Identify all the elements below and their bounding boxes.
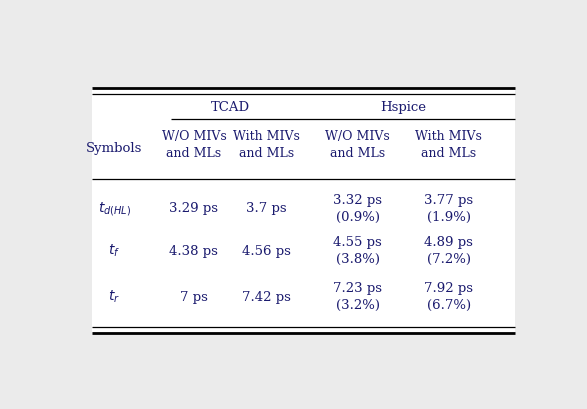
Text: Symbols: Symbols: [86, 142, 143, 155]
Text: 7.23 ps
(3.2%): 7.23 ps (3.2%): [333, 281, 382, 311]
Text: 3.29 ps: 3.29 ps: [170, 202, 218, 215]
Text: W/O MIVs
and MLs: W/O MIVs and MLs: [161, 130, 227, 160]
Text: $t_f$: $t_f$: [108, 243, 120, 259]
Text: W/O MIVs
and MLs: W/O MIVs and MLs: [325, 130, 390, 160]
Text: 7.42 ps: 7.42 ps: [242, 290, 291, 303]
Text: 4.56 ps: 4.56 ps: [242, 244, 291, 257]
Bar: [92, 88, 515, 333]
Text: 7 ps: 7 ps: [180, 290, 208, 303]
Text: 4.38 ps: 4.38 ps: [170, 244, 218, 257]
Text: TCAD: TCAD: [211, 101, 250, 114]
Text: 3.7 ps: 3.7 ps: [247, 202, 287, 215]
Text: 4.89 ps
(7.2%): 4.89 ps (7.2%): [424, 236, 473, 265]
Text: Hspice: Hspice: [380, 101, 426, 114]
Text: With MIVs
and MLs: With MIVs and MLs: [415, 130, 482, 160]
Text: $t_r$: $t_r$: [109, 288, 120, 304]
Text: 3.32 ps
(0.9%): 3.32 ps (0.9%): [333, 193, 382, 223]
Text: $t_{d(HL)}$: $t_{d(HL)}$: [98, 199, 131, 217]
Text: 4.55 ps
(3.8%): 4.55 ps (3.8%): [333, 236, 382, 265]
Text: With MIVs
and MLs: With MIVs and MLs: [233, 130, 300, 160]
Text: 7.92 ps
(6.7%): 7.92 ps (6.7%): [424, 281, 473, 311]
Text: 3.77 ps
(1.9%): 3.77 ps (1.9%): [424, 193, 473, 223]
